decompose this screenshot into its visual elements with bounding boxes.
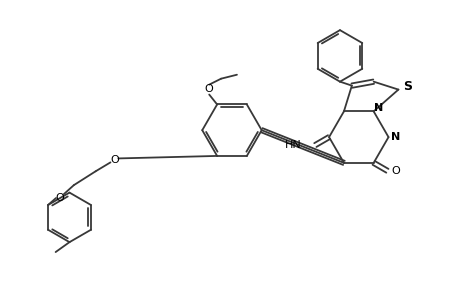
Text: HN: HN [284, 140, 301, 150]
Text: O: O [110, 155, 118, 165]
Text: O: O [56, 193, 64, 203]
Text: O: O [204, 84, 213, 94]
Text: N: N [390, 132, 399, 142]
Text: S: S [402, 80, 411, 93]
Text: N: N [373, 103, 382, 113]
Text: O: O [390, 166, 399, 176]
